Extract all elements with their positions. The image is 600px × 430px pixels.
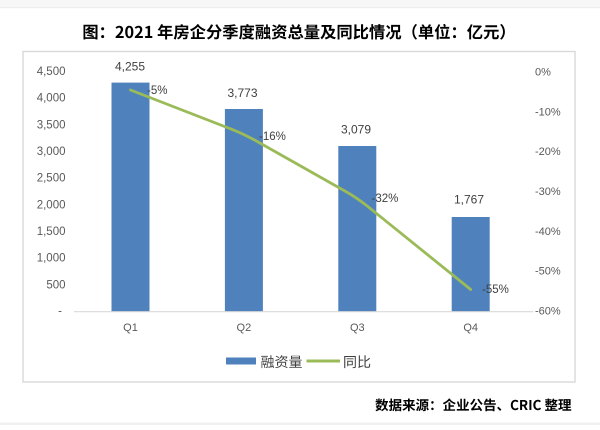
svg-text:-10%: -10% xyxy=(535,106,561,118)
svg-text:Q2: Q2 xyxy=(237,322,252,334)
svg-text:4,000: 4,000 xyxy=(37,93,66,105)
svg-text:-16%: -16% xyxy=(259,131,286,143)
svg-text:-32%: -32% xyxy=(372,193,399,205)
svg-text:500: 500 xyxy=(46,279,65,291)
svg-text:Q3: Q3 xyxy=(350,322,365,334)
svg-text:3,079: 3,079 xyxy=(341,123,371,137)
svg-text:-: - xyxy=(58,306,62,318)
svg-text:2,500: 2,500 xyxy=(37,173,66,185)
svg-text:-20%: -20% xyxy=(535,146,561,158)
svg-text:-5%: -5% xyxy=(147,85,167,97)
svg-text:2,000: 2,000 xyxy=(37,199,66,211)
svg-text:Q4: Q4 xyxy=(463,322,478,334)
svg-text:-55%: -55% xyxy=(482,284,509,296)
svg-text:0%: 0% xyxy=(535,67,551,79)
svg-text:1,000: 1,000 xyxy=(37,253,66,265)
svg-text:-30%: -30% xyxy=(535,186,561,198)
svg-text:-60%: -60% xyxy=(535,306,561,318)
svg-text:3,500: 3,500 xyxy=(37,119,66,131)
svg-text:3,773: 3,773 xyxy=(227,86,257,100)
svg-text:4,500: 4,500 xyxy=(37,66,66,78)
svg-text:-40%: -40% xyxy=(535,226,561,238)
svg-text:1,767: 1,767 xyxy=(454,193,484,207)
svg-text:Q1: Q1 xyxy=(123,322,138,334)
svg-text:4,255: 4,255 xyxy=(115,60,145,74)
svg-text:-50%: -50% xyxy=(535,266,561,278)
svg-text:3,000: 3,000 xyxy=(37,146,66,158)
svg-text:1,500: 1,500 xyxy=(37,226,66,238)
